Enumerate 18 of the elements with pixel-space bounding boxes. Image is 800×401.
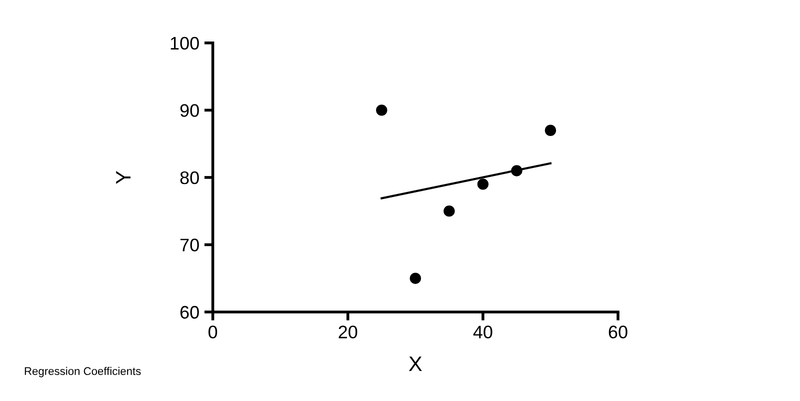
x-tick-label: 60 bbox=[608, 326, 628, 338]
y-tick-label: 80 bbox=[180, 171, 199, 184]
text: Regression Coefficients bbox=[24, 366, 141, 378]
point bbox=[444, 205, 455, 217]
point bbox=[410, 272, 422, 284]
y-axis-title: Y bbox=[116, 170, 130, 184]
point bbox=[477, 178, 489, 190]
x-axis-title: X bbox=[408, 356, 422, 371]
x-tick-label: 40 bbox=[473, 326, 492, 338]
point bbox=[511, 165, 522, 176]
point bbox=[544, 124, 556, 136]
x-tick-label: 0 bbox=[208, 326, 218, 338]
y-tick-label: 100 bbox=[170, 36, 199, 50]
y-tick-label: 90 bbox=[180, 104, 199, 117]
x-tick-label: 20 bbox=[338, 326, 358, 338]
point bbox=[376, 104, 388, 116]
y-tick-label: 70 bbox=[180, 238, 199, 252]
y-tick-label: 60 bbox=[180, 306, 199, 319]
